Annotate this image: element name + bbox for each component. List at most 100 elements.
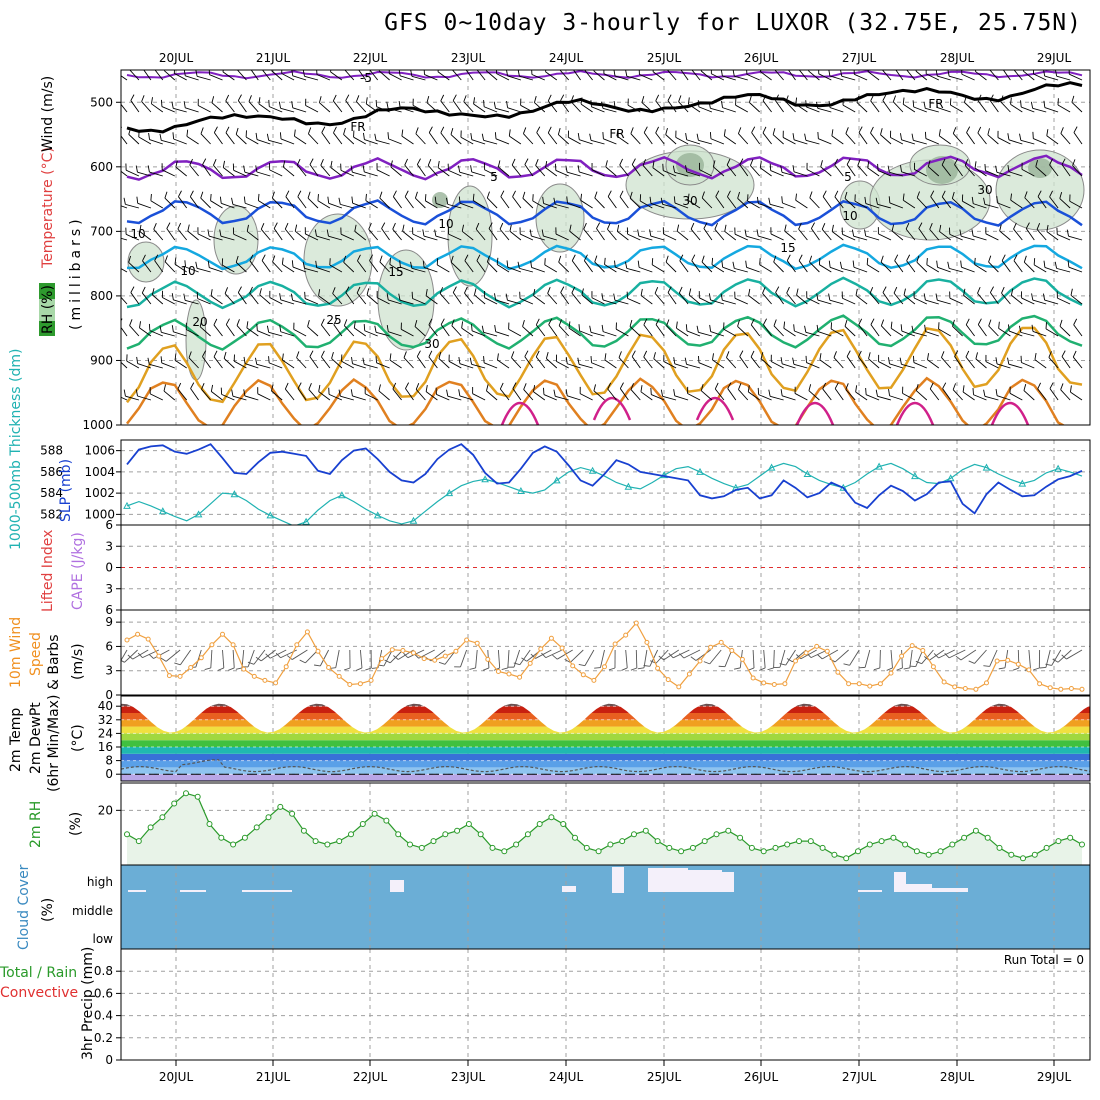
wind-speed-point [941, 679, 947, 685]
wind-barb [995, 165, 1011, 177]
wind-barb [560, 286, 570, 305]
wind-barb [641, 95, 653, 113]
wind-barb [121, 264, 128, 273]
wind-tick-label: 0 [105, 688, 113, 702]
wind-barb [195, 70, 211, 81]
thickness-marker [911, 472, 919, 480]
wind-barb [660, 389, 677, 401]
thickness-tick-label: 584 [40, 486, 63, 500]
wind-barb [949, 227, 963, 241]
wind-barb [452, 94, 462, 113]
isotherm-line [126, 276, 1083, 310]
wind-barb [833, 351, 844, 369]
wind-speed-point [793, 658, 798, 664]
wind-barb [297, 382, 307, 401]
wind-barb [996, 196, 1011, 209]
wind-barb [172, 132, 187, 145]
wind-barb [796, 288, 808, 305]
wind-barb [1000, 95, 1011, 113]
wind-barb [121, 94, 128, 113]
wind10m-panel [121, 610, 1090, 695]
wind-barb [591, 291, 605, 305]
rh2m-point [241, 834, 248, 841]
wind-barb [425, 289, 438, 305]
wind-barb [496, 257, 510, 273]
wind-barb-10m [858, 649, 871, 669]
wind-barb [305, 98, 319, 113]
wind-barb [338, 197, 354, 209]
wind-barb [820, 160, 832, 177]
wind-barb [222, 160, 235, 177]
wind-speed-point [899, 653, 905, 659]
contour-label: -5 [360, 71, 372, 85]
wind-speed-point [644, 639, 650, 645]
rh2m-point [407, 841, 413, 848]
wind-barb [207, 229, 223, 241]
wind-barb [1001, 254, 1011, 273]
wind-barb [667, 286, 677, 305]
wind-barb [571, 286, 581, 305]
slp-legend-label: SLP (mb) [58, 459, 74, 522]
wind-barb [902, 97, 916, 113]
wind-barb [831, 129, 844, 145]
wind-barb [1066, 229, 1083, 241]
wind-barb [961, 70, 975, 81]
wind-barb [844, 191, 856, 209]
wind-barb [878, 354, 892, 369]
wind-barb [569, 224, 581, 241]
slp-tick-label: 1002 [84, 486, 115, 500]
wind-barb [121, 393, 128, 401]
wind-barb [1020, 355, 1035, 369]
wind-barb-10m [228, 649, 235, 671]
wind-speed-point [379, 656, 385, 662]
wind-barb [1054, 70, 1071, 81]
thickness-marker [517, 486, 525, 494]
wind-barb [464, 254, 474, 273]
wind-barb [1060, 383, 1071, 401]
rh2m-point [748, 844, 755, 851]
wind-barb [297, 190, 307, 209]
wind-barb [698, 355, 713, 369]
wind-speed-point [1015, 661, 1021, 667]
wind-barb [398, 101, 414, 113]
wind-barb [720, 293, 736, 305]
wind-barb [178, 190, 188, 209]
cloud-clear-segment [894, 872, 906, 892]
wind-speed-point [984, 680, 989, 686]
wind-barb [590, 356, 605, 369]
rh2m-point [760, 848, 767, 855]
wind-barb [1024, 191, 1035, 209]
wind-barb [125, 163, 140, 177]
wind-barb [905, 222, 916, 241]
wind-barb [583, 254, 593, 273]
wind-barb [149, 387, 163, 401]
wind-speed-point [686, 671, 692, 677]
temperature-fill [121, 703, 1090, 781]
wind-barb-10m [658, 649, 680, 661]
wind-barb [128, 127, 140, 145]
wind-barb [1049, 158, 1059, 177]
temp-tick-label: 40 [98, 699, 113, 713]
thickness-marker [803, 469, 812, 477]
wind-barb [151, 97, 164, 113]
wind-barb [213, 126, 223, 145]
wind-barb [604, 257, 617, 273]
wind-barb [222, 70, 235, 81]
wind-barb [523, 127, 534, 145]
wind-barb [774, 70, 784, 81]
wind-speed-point [718, 639, 724, 645]
wind-barb [676, 224, 689, 241]
wind-barb [950, 98, 963, 113]
contour-label: 15 [388, 265, 403, 279]
wind-barb [619, 190, 629, 209]
wind-barb-10m [355, 649, 363, 671]
thickness-marker [194, 510, 203, 518]
wind-speed-point [315, 648, 321, 654]
wind-barb [398, 293, 414, 305]
wind-barb [177, 222, 188, 241]
temperature-legend-label: Temperature (°C) [40, 147, 56, 269]
temperature-band [121, 703, 1090, 707]
rh2m-point [289, 810, 296, 817]
wind-barb [974, 257, 987, 273]
wind-barb [315, 260, 331, 273]
